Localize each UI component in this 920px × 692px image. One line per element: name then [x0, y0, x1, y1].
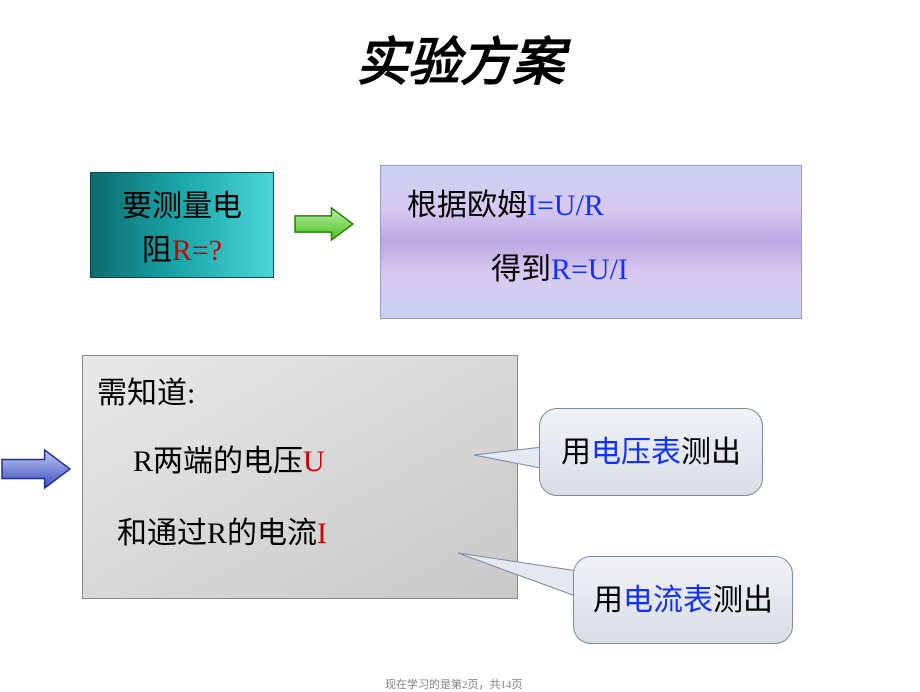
- callout-voltmeter: 用电压表测出: [539, 408, 763, 496]
- box3-l2b: U: [303, 445, 325, 478]
- box-ohms-law: 根据欧姆I=U/R 得到R=U/I: [380, 165, 802, 319]
- slide-title: 实验方案: [356, 20, 564, 95]
- box2-l1b: I=U/R: [527, 189, 604, 222]
- footer-text: 现在学习的是第2页，共14页: [385, 679, 523, 691]
- c1b: 电压表: [591, 436, 681, 469]
- c2a: 用: [593, 584, 623, 617]
- callout-ammeter: 用电流表测出: [573, 556, 793, 644]
- title-text: 实验方案: [356, 35, 564, 92]
- box2-l2a: 得到: [491, 253, 551, 286]
- box3-l2a: R两端的电压: [133, 445, 303, 478]
- box3-l1: 需知道:: [97, 377, 195, 410]
- box1-line1-text: 要测量电: [122, 190, 242, 223]
- box1-line2b: R=?: [172, 234, 222, 267]
- box1-line1: 要测量电: [122, 181, 242, 225]
- box3-line1: 需知道:: [97, 368, 503, 412]
- box3-l3b: I: [317, 517, 327, 550]
- arrow-blue-icon: [0, 448, 72, 490]
- box1-line2a: 阻: [142, 234, 172, 267]
- box3-l3a: 和通过R的电流: [117, 517, 317, 550]
- box2-line2: 得到R=U/I: [491, 244, 801, 288]
- box2-line1: 根据欧姆I=U/R: [407, 180, 801, 224]
- callout1-text: 用电压表测出: [561, 433, 741, 472]
- box3-line2: R两端的电压U: [133, 436, 503, 480]
- c1c: 测出: [681, 436, 741, 469]
- box2-l2b: R=U/I: [551, 253, 628, 286]
- callout2-text: 用电流表测出: [593, 581, 773, 620]
- arrow-green-icon: [293, 206, 355, 242]
- box1-line2: 阻R=?: [142, 225, 222, 269]
- c1a: 用: [561, 436, 591, 469]
- c2c: 测出: [713, 584, 773, 617]
- page-footer: 现在学习的是第2页，共14页: [385, 676, 523, 692]
- box-need-to-know: 需知道: R两端的电压U 和通过R的电流I: [82, 355, 518, 599]
- box-measure-resistance: 要测量电 阻R=?: [90, 172, 274, 278]
- c2b: 电流表: [623, 584, 713, 617]
- box2-l1a: 根据欧姆: [407, 189, 527, 222]
- box3-line3: 和通过R的电流I: [117, 508, 503, 552]
